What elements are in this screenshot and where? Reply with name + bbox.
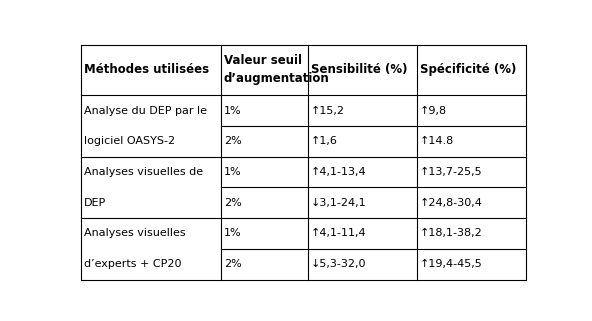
- Text: ↑15,2: ↑15,2: [311, 106, 345, 116]
- Text: DEP: DEP: [83, 198, 106, 208]
- Text: ↑9,8: ↑9,8: [420, 106, 447, 116]
- Text: ↑4,1-13,4: ↑4,1-13,4: [311, 167, 366, 177]
- Text: Sensibilité (%): Sensibilité (%): [311, 64, 407, 76]
- Text: Analyse du DEP par le: Analyse du DEP par le: [83, 106, 207, 116]
- Text: logiciel OASYS-2: logiciel OASYS-2: [83, 136, 175, 146]
- Text: ↑24,8-30,4: ↑24,8-30,4: [420, 198, 482, 208]
- Text: 1%: 1%: [224, 106, 242, 116]
- Text: 2%: 2%: [224, 136, 242, 146]
- Text: ↑13,7-25,5: ↑13,7-25,5: [420, 167, 482, 177]
- Text: ↓3,1-24,1: ↓3,1-24,1: [311, 198, 366, 208]
- Text: Méthodes utilisées: Méthodes utilisées: [83, 64, 209, 76]
- Text: ↑1,6: ↑1,6: [311, 136, 337, 146]
- Text: Analyses visuelles de: Analyses visuelles de: [83, 167, 202, 177]
- Text: 1%: 1%: [224, 167, 242, 177]
- Text: ↑19,4-45,5: ↑19,4-45,5: [420, 259, 482, 269]
- Text: 2%: 2%: [224, 198, 242, 208]
- Text: ↓5,3-32,0: ↓5,3-32,0: [311, 259, 366, 269]
- Text: ↑4,1-11,4: ↑4,1-11,4: [311, 229, 366, 239]
- Text: ↑18,1-38,2: ↑18,1-38,2: [420, 229, 482, 239]
- Text: 2%: 2%: [224, 259, 242, 269]
- Text: ↑14.8: ↑14.8: [420, 136, 454, 146]
- Text: 1%: 1%: [224, 229, 242, 239]
- Text: Spécificité (%): Spécificité (%): [420, 64, 516, 76]
- Text: d’augmentation: d’augmentation: [224, 73, 330, 85]
- Text: Valeur seuil: Valeur seuil: [224, 54, 302, 67]
- Text: d’experts + CP20: d’experts + CP20: [83, 259, 181, 269]
- Text: Analyses visuelles: Analyses visuelles: [83, 229, 185, 239]
